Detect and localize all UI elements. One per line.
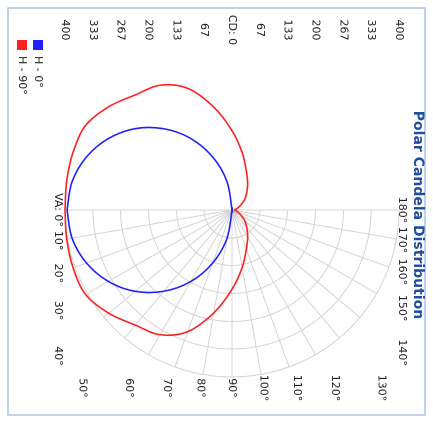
r-tick-label: 67 [198, 23, 211, 37]
legend-label: H - 0° [32, 56, 45, 88]
angle-tick-label: 60° [123, 378, 136, 398]
angle-tick-label: 150° [396, 295, 409, 322]
angle-tick-label: 110° [291, 375, 304, 402]
angle-tick-label: 40° [52, 346, 65, 366]
series-curve [66, 126, 234, 213]
angle-tick-label: 90° [226, 378, 239, 398]
grid-spoke [231, 209, 361, 318]
grid-spoke [231, 209, 262, 375]
r-tick-label: 400 [393, 20, 406, 41]
grid-spoke [74, 209, 233, 268]
grid-spoke [231, 209, 290, 368]
grid-spoke [87, 209, 233, 294]
grid-spoke [124, 209, 233, 339]
angle-tick-label: 80° [195, 378, 208, 398]
angle-tick-label: 10° [52, 231, 65, 251]
r-tick-label: 400 [59, 20, 72, 41]
grid-spoke [231, 209, 397, 240]
r-tick-label: 133 [170, 20, 183, 41]
chart-title: Polar Candela Distribution [410, 111, 426, 319]
legend-swatch [17, 40, 27, 50]
r-tick-label: 267 [115, 20, 128, 41]
grid-spoke [231, 209, 377, 294]
series-curve [64, 83, 249, 211]
angle-tick-label: 30° [52, 301, 65, 321]
grid-spoke [174, 209, 233, 368]
r-tick-label: CD: 0 [226, 15, 239, 45]
angle-tick-label: 160° [396, 259, 409, 286]
r-tick-label: 133 [282, 20, 295, 41]
legend-swatch [33, 40, 43, 50]
angle-tick-label: 70° [161, 378, 174, 398]
r-tick-label: 333 [365, 20, 378, 41]
grid-spoke [103, 209, 233, 318]
r-tick-label: 333 [87, 20, 100, 41]
angle-tick-label: 130° [375, 375, 388, 402]
legend-label: H - 90° [16, 56, 29, 95]
r-tick-label: 200 [310, 20, 323, 41]
angle-tick-label: 100° [257, 375, 270, 402]
grid-spoke [231, 209, 316, 355]
r-tick-label: 67 [254, 23, 267, 37]
r-tick-label: 267 [337, 20, 350, 41]
frame [7, 7, 426, 416]
angle-tick-label: 20° [52, 264, 65, 284]
r-tick-label: 200 [143, 20, 156, 41]
angle-tick-label: VA: 0° [52, 193, 65, 227]
angle-tick-label: 140° [396, 339, 409, 366]
angle-tick-label: 180° [396, 197, 409, 224]
grid-spoke [231, 209, 390, 268]
grid-spoke [67, 209, 233, 240]
angle-tick-label: 120° [329, 375, 342, 402]
grid-spoke [231, 209, 340, 339]
angle-tick-label: 50° [77, 378, 90, 398]
angle-tick-label: 170° [396, 227, 409, 254]
series-curve [64, 209, 249, 337]
